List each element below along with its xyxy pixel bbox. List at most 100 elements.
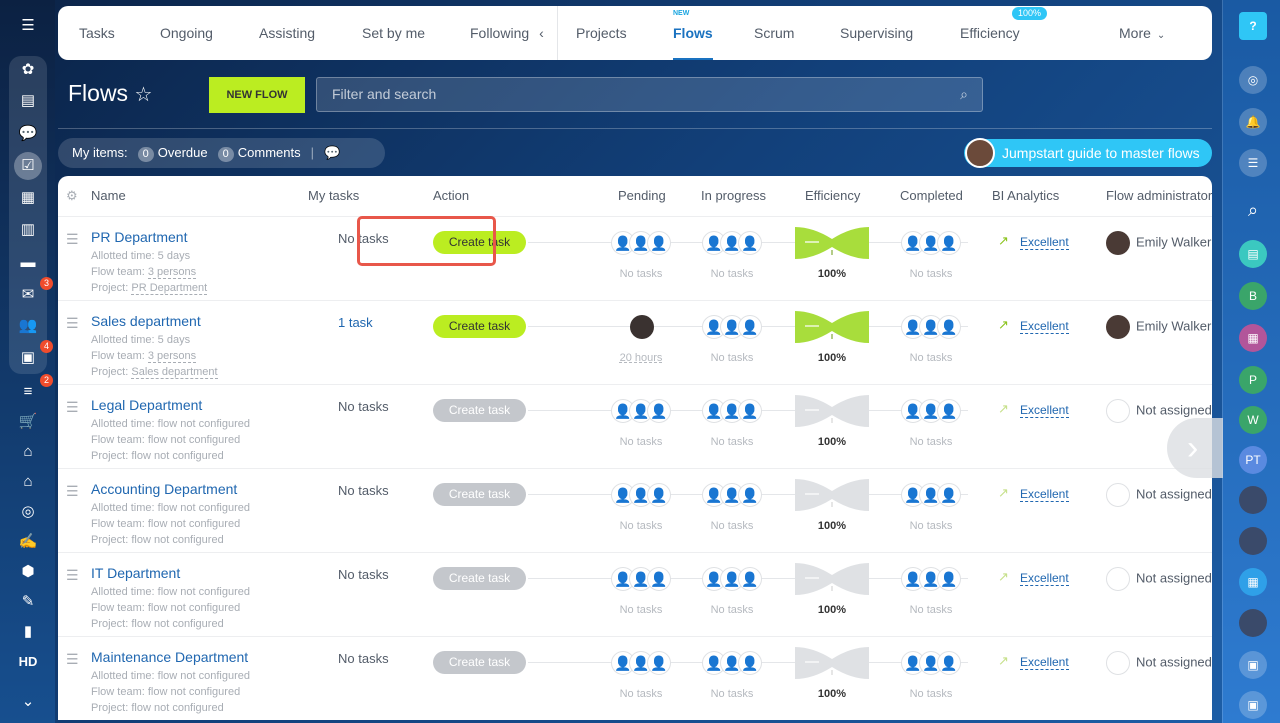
completed-avatars[interactable]: 👤 👤 👤 xyxy=(901,315,961,339)
flow-name-link[interactable]: Legal Department xyxy=(91,397,203,413)
mail-icon[interactable]: ✉ xyxy=(21,286,35,303)
search-input[interactable]: Filter and search ⌕ xyxy=(316,77,983,112)
my-tasks[interactable]: No tasks xyxy=(338,567,389,582)
completed-avatars[interactable]: 👤 👤 👤 xyxy=(901,651,961,675)
avatar-b[interactable]: B xyxy=(1239,282,1267,310)
overdue-count[interactable]: 0 xyxy=(137,147,154,162)
create-task-button[interactable]: Create task xyxy=(433,483,526,506)
efficiency-value[interactable]: 100% xyxy=(817,268,847,280)
menu-icon[interactable]: ☰ xyxy=(21,17,35,34)
in_progress-avatars[interactable]: 👤 👤 👤 xyxy=(702,483,762,507)
my-tasks[interactable]: No tasks xyxy=(338,231,389,246)
star-icon[interactable]: ☆ xyxy=(134,84,153,106)
user-avatar[interactable] xyxy=(1239,527,1267,555)
drag-handle-icon[interactable]: ☰ xyxy=(66,399,79,415)
column-header[interactable]: BI Analytics xyxy=(992,188,1060,203)
signature-icon[interactable]: ✍ xyxy=(18,533,38,550)
settings-icon[interactable]: ⚙ xyxy=(66,188,78,203)
meta-value[interactable]: Sales department xyxy=(131,366,218,379)
bi-analytics-link[interactable]: Excellent xyxy=(1020,403,1069,418)
calendar-icon[interactable]: ▦ xyxy=(1239,568,1267,596)
new-flow-button[interactable]: NEW FLOW xyxy=(209,77,305,113)
flow-name-link[interactable]: IT Department xyxy=(91,565,181,581)
calendar-icon[interactable]: ▦ xyxy=(20,189,36,206)
bi-analytics-link[interactable]: Excellent xyxy=(1020,487,1069,502)
user-avatar[interactable] xyxy=(630,315,654,339)
bell-icon[interactable]: 🔔 xyxy=(1239,108,1267,136)
tab-tasks[interactable]: Tasks xyxy=(79,6,115,60)
robot-icon[interactable]: ⌂ xyxy=(23,443,33,460)
flow-administrator[interactable]: Emily Walker xyxy=(1106,315,1211,339)
drive-icon[interactable]: ▬ xyxy=(20,254,36,271)
pending-avatars[interactable]: 👤 👤 👤 xyxy=(611,651,671,675)
in_progress-avatars[interactable]: 👤 👤 👤 xyxy=(702,651,762,675)
pending-avatars[interactable]: 👤 👤 👤 xyxy=(611,567,671,591)
completed-avatars[interactable]: 👤 👤 👤 xyxy=(901,231,961,255)
tab-more[interactable]: More ⌄ xyxy=(1119,6,1165,60)
meta-value[interactable]: 3 persons xyxy=(147,266,197,279)
meta-value[interactable]: PR Department xyxy=(131,282,208,295)
chat-icon[interactable]: 💬 xyxy=(18,125,38,142)
sites-icon[interactable]: ✿ xyxy=(21,61,35,78)
flow-administrator[interactable]: Not assigned xyxy=(1106,399,1212,423)
chat-avatar-icon[interactable]: ▤ xyxy=(1239,240,1267,268)
tab-efficiency[interactable]: Efficiency 100% xyxy=(960,6,1048,60)
search-icon[interactable]: ⌕ xyxy=(960,86,968,102)
pending-avatars[interactable]: 👤 👤 👤 xyxy=(611,399,671,423)
messages-icon[interactable]: ☰ xyxy=(1239,149,1267,177)
flow-administrator[interactable]: Not assigned xyxy=(1106,567,1212,591)
pending-avatars[interactable]: 👤 👤 👤 xyxy=(611,483,671,507)
column-header[interactable]: My tasks xyxy=(308,188,360,203)
column-header[interactable]: Name xyxy=(91,188,126,203)
drag-handle-icon[interactable]: ☰ xyxy=(66,651,79,667)
flow-name-link[interactable]: Maintenance Department xyxy=(91,649,249,665)
column-header[interactable]: Efficiency xyxy=(805,188,861,203)
cart-icon[interactable]: 🛒 xyxy=(18,413,38,430)
flow-name-link[interactable]: Sales department xyxy=(91,313,201,329)
tab-assisting[interactable]: Assisting xyxy=(259,6,315,60)
create-task-button[interactable]: Create task xyxy=(433,567,526,590)
chevron-left-icon[interactable]: ‹ xyxy=(539,25,544,41)
pending-value[interactable]: 20 hours xyxy=(619,352,663,364)
user-avatar[interactable] xyxy=(1239,486,1267,514)
copilot-icon[interactable]: ◎ xyxy=(1239,66,1267,94)
contacts-icon[interactable]: 👥 xyxy=(18,317,38,334)
my-tasks[interactable]: No tasks xyxy=(338,399,389,414)
search-icon[interactable]: ⌕ xyxy=(1247,200,1259,220)
efficiency-value[interactable]: 100% xyxy=(817,520,847,532)
flow-administrator[interactable]: Not assigned xyxy=(1106,483,1212,507)
create-task-button[interactable]: Create task xyxy=(433,651,526,674)
bi-analytics-link[interactable]: Excellent xyxy=(1020,655,1069,670)
create-task-button[interactable]: Create task xyxy=(433,315,526,338)
pending-avatars[interactable]: 👤 👤 👤 xyxy=(611,231,671,255)
column-header[interactable]: Pending xyxy=(618,188,666,203)
completed-avatars[interactable]: 👤 👤 👤 xyxy=(901,483,961,507)
avatar-pt[interactable]: PT xyxy=(1239,446,1267,474)
box-icon[interactable]: ⬢ xyxy=(21,563,35,580)
jumpstart-guide-button[interactable]: Jumpstart guide to master flows xyxy=(964,138,1212,168)
tab-following[interactable]: Following ‹ xyxy=(470,6,544,60)
column-header[interactable]: Action xyxy=(433,188,470,203)
avatar-p[interactable]: P xyxy=(1239,366,1267,394)
drag-handle-icon[interactable]: ☰ xyxy=(66,231,79,247)
in_progress-avatars[interactable]: 👤 👤 👤 xyxy=(702,315,762,339)
comments-count[interactable]: 0 xyxy=(217,147,234,162)
help-icon[interactable]: ? xyxy=(1239,12,1267,40)
column-header[interactable]: In progress xyxy=(701,188,767,203)
tab-set-by-me[interactable]: Set by me xyxy=(362,6,425,60)
edit-doc-icon[interactable]: ✎ xyxy=(21,593,35,610)
flow-administrator[interactable]: Emily Walker xyxy=(1106,231,1211,255)
in_progress-avatars[interactable]: 👤 👤 👤 xyxy=(702,399,762,423)
overdue-filter[interactable]: Overdue xyxy=(157,145,208,160)
efficiency-value[interactable]: 100% xyxy=(817,688,847,700)
read-all-icon[interactable]: 💬 xyxy=(324,145,341,160)
filter-icon[interactable]: ≡ xyxy=(23,383,33,400)
create-task-button[interactable]: Create task xyxy=(433,399,526,422)
my-tasks[interactable]: No tasks xyxy=(338,651,389,666)
crm-card-icon[interactable]: ▣ xyxy=(20,349,36,366)
my-tasks[interactable]: 1 task xyxy=(338,315,373,330)
tab-ongoing[interactable]: Ongoing xyxy=(160,6,213,60)
user-avatar[interactable] xyxy=(1239,609,1267,637)
column-header[interactable]: Flow administrator xyxy=(1106,188,1212,203)
contact-card-icon[interactable]: ▣ xyxy=(1239,651,1267,679)
